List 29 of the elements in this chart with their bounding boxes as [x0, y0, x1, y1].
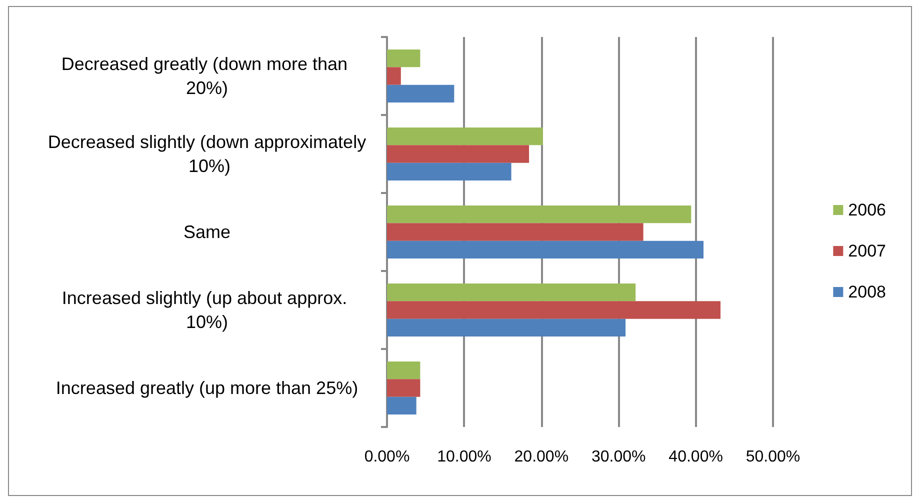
bar [387, 283, 636, 302]
bar [387, 84, 454, 103]
x-tick-label: 30.00% [591, 448, 646, 466]
bar [387, 396, 416, 415]
x-tick-label: 0.00% [364, 448, 410, 466]
y-tick-label: Same [183, 222, 231, 242]
x-tick-label: 50.00% [746, 448, 800, 466]
bar [387, 361, 420, 380]
bar [387, 223, 644, 241]
x-tick-label: 20.00% [514, 448, 569, 466]
y-tick-label: Decreased slightly (down approximately 10%) [48, 132, 366, 176]
legend-label: 2006 [848, 200, 886, 220]
bar [387, 145, 530, 163]
legend-label: 2008 [848, 282, 886, 302]
y-tick-label: Increased slightly (up about approx. 10%) [62, 288, 352, 332]
bar [387, 240, 704, 259]
legend-label: 2007 [848, 242, 886, 260]
bar [387, 301, 721, 319]
bar [387, 127, 543, 146]
bar [387, 379, 420, 397]
bar [387, 49, 420, 68]
bar [387, 67, 401, 85]
y-tick-label: Increased greatly (up more than 25%) [56, 378, 358, 398]
x-tick-label: 10.00% [437, 448, 492, 466]
bar [387, 162, 512, 181]
x-tick-label: 40.00% [668, 448, 723, 466]
bar [387, 205, 692, 224]
y-tick-label: Decreased greatly (down more than 20%) [61, 54, 353, 98]
bar [387, 318, 626, 337]
